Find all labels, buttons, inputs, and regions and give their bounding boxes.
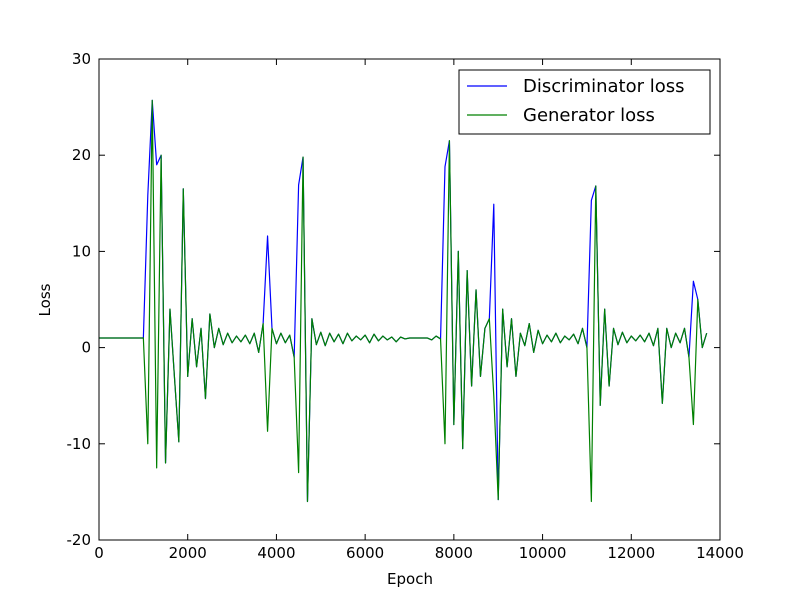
x-tick-label: 4000 — [257, 544, 295, 562]
x-tick-label: 12000 — [607, 544, 655, 562]
x-axis-label: Epoch — [387, 570, 433, 588]
x-tick-label: 6000 — [346, 544, 384, 562]
x-tick-label: 0 — [94, 544, 104, 562]
data-line — [99, 99, 708, 503]
y-axis-label: Loss — [36, 283, 54, 316]
legend-box — [458, 69, 711, 135]
y-tick-label: 10 — [72, 242, 91, 260]
plot-frame — [98, 58, 721, 541]
legend-label: Generator loss — [523, 105, 655, 126]
x-tick-label: 2000 — [169, 544, 207, 562]
x-tick-label: 14000 — [696, 544, 744, 562]
x-tick-label: 10000 — [519, 544, 567, 562]
y-tick-label: 30 — [72, 50, 91, 68]
x-tick-label: 8000 — [435, 544, 473, 562]
y-tick-label: 20 — [72, 146, 91, 164]
y-tick-label: 0 — [81, 339, 91, 357]
legend-label: Discriminator loss — [523, 76, 684, 97]
y-tick-label: -10 — [67, 435, 92, 453]
y-tick-label: -20 — [67, 531, 92, 549]
